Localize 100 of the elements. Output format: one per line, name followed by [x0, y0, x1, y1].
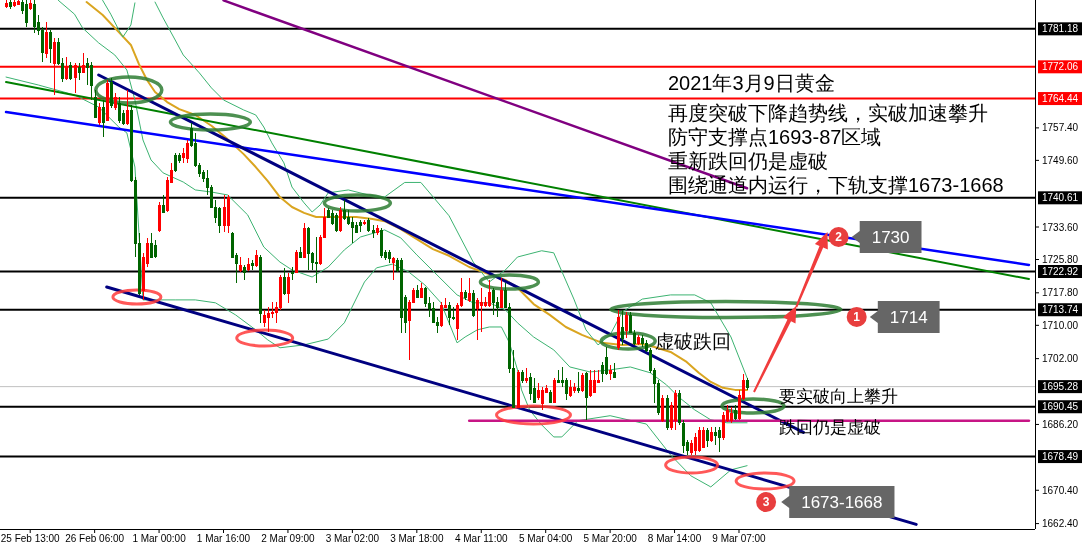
- candlestick: [420, 282, 423, 299]
- candlestick: [25, 0, 28, 28]
- candlestick: [541, 386, 544, 411]
- candlestick: [118, 96, 121, 124]
- candlestick: [291, 266, 294, 281]
- x-tick-label: 25 Feb 13:00: [0, 533, 61, 544]
- candlestick: [5, 0, 8, 9]
- annotation: 2: [835, 230, 843, 245]
- candlestick: [186, 139, 189, 164]
- candlestick: [529, 372, 532, 401]
- candlestick: [49, 29, 52, 64]
- text: 2021年3月9日黄金: [668, 72, 835, 94]
- x-tick-label: 2 Mar 09:00: [261, 533, 316, 544]
- candlestick: [299, 246, 302, 259]
- line-series: [102, 0, 136, 38]
- candlestick: [533, 377, 536, 404]
- candlestick: [247, 257, 250, 272]
- candlestick: [585, 371, 588, 421]
- candlestick: [29, 0, 32, 11]
- candlestick: [162, 194, 165, 214]
- candlestick: [488, 279, 491, 308]
- annotation: 防守支撑点1693-87区域: [668, 126, 882, 148]
- candlestick: [500, 277, 503, 309]
- y-tick-label: 1670.40: [1042, 484, 1079, 496]
- candlestick: [492, 287, 495, 316]
- candlestick: [388, 249, 391, 264]
- x-tick-label: 26 Feb 06:00: [65, 533, 125, 544]
- candlestick: [13, 0, 16, 8]
- candlestick: [343, 199, 346, 221]
- candlestick: [589, 369, 592, 398]
- candlestick: [9, 0, 12, 10]
- candlestick: [17, 0, 20, 6]
- candlestick: [682, 419, 685, 454]
- candlestick: [593, 369, 596, 394]
- candlestick: [577, 371, 580, 394]
- x-tick-label: 3 Mar 02:00: [325, 533, 380, 544]
- annotation: 1730: [871, 227, 910, 247]
- candlestick: [734, 404, 737, 421]
- candlestick: [150, 232, 153, 259]
- x-tick-label: 5 Mar 20:00: [583, 533, 638, 544]
- candlestick: [452, 306, 455, 321]
- candlestick: [98, 102, 101, 126]
- candlestick: [609, 364, 612, 381]
- y-tick-label: 1749.60: [1042, 154, 1079, 166]
- y-tick-label: 1717.80: [1042, 287, 1079, 299]
- candlestick: [363, 219, 366, 226]
- y-tick-label: 1710.00: [1042, 319, 1079, 331]
- candlestick: [666, 394, 669, 431]
- candlestick: [621, 309, 624, 346]
- x-tick-label: 4 Mar 11:00: [454, 533, 508, 544]
- candlestick: [633, 329, 636, 346]
- candlestick: [448, 301, 451, 326]
- y-tick-label: 1733.60: [1042, 221, 1079, 233]
- candlestick: [287, 272, 290, 304]
- candlestick: [283, 267, 286, 296]
- candlestick: [525, 367, 528, 384]
- candlestick: [78, 62, 81, 81]
- y-tick-label: 1725.80: [1042, 254, 1079, 265]
- candlestick: [110, 77, 113, 109]
- candlestick: [307, 226, 310, 271]
- candlestick: [730, 406, 733, 424]
- candlestick: [710, 426, 713, 443]
- candlestick: [303, 222, 306, 259]
- candlestick: [440, 301, 443, 328]
- candlestick: [255, 249, 258, 268]
- candlestick: [94, 89, 97, 119]
- candlestick: [557, 369, 560, 384]
- candlestick: [637, 334, 640, 346]
- candlestick: [102, 99, 105, 138]
- candlestick: [223, 194, 226, 233]
- candlestick: [521, 369, 524, 384]
- annotation: 要实破向上攀升: [779, 387, 899, 406]
- candlestick: [69, 61, 72, 81]
- candlestick: [613, 362, 616, 379]
- x-tick-label: 5 Mar 04:00: [519, 533, 573, 544]
- x-tick-label: 9 Mar 07:00: [712, 533, 767, 544]
- candlestick: [468, 277, 471, 303]
- candlestick: [339, 206, 342, 233]
- x-tick-label: 3 Mar 18:00: [390, 533, 444, 544]
- annotation: 3: [762, 495, 770, 509]
- candlestick: [674, 389, 677, 431]
- candlestick: [698, 426, 701, 453]
- candlestick: [678, 389, 681, 426]
- candlestick: [263, 309, 266, 328]
- candlestick: [315, 236, 318, 284]
- candlestick: [267, 306, 270, 333]
- candlestick: [45, 21, 48, 59]
- candlestick: [706, 427, 709, 448]
- x-tick-label: 8 Mar 14:00: [647, 533, 702, 544]
- candlestick: [376, 224, 379, 236]
- annotation: 1714: [889, 307, 928, 327]
- y-tick-label: 1757.40: [1042, 122, 1079, 134]
- y-tick-label: 1662.40: [1042, 518, 1079, 530]
- candlestick: [227, 194, 230, 234]
- candlestick: [641, 334, 644, 348]
- candlestick: [573, 382, 576, 394]
- annotation: 虚破跌回: [655, 330, 732, 352]
- y-tick-label: 1686.20: [1042, 418, 1079, 430]
- candlestick: [464, 289, 467, 301]
- annotation: 1673-1668: [801, 492, 883, 512]
